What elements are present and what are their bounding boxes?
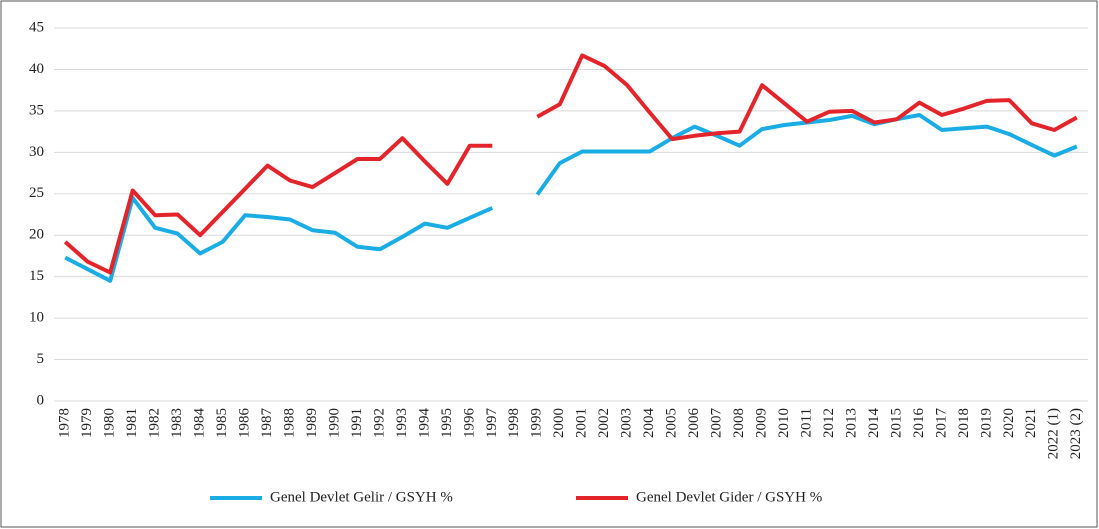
x-tick-label: 2020 bbox=[1001, 408, 1017, 438]
x-tick-label: 2004 bbox=[641, 408, 657, 439]
x-tick-label: 2019 bbox=[978, 408, 994, 438]
x-tick-label: 1982 bbox=[147, 408, 163, 438]
x-tick-label: 1994 bbox=[416, 408, 432, 439]
x-tick-label: 2010 bbox=[776, 408, 792, 438]
x-tick-label: 1998 bbox=[506, 408, 522, 438]
x-tick-label: 1988 bbox=[281, 408, 297, 438]
series-line bbox=[63, 53, 1078, 275]
x-tick-label: 1986 bbox=[237, 408, 253, 439]
y-tick-label: 45 bbox=[29, 19, 44, 35]
x-tick-label: 2017 bbox=[933, 408, 949, 439]
x-tick-label: 1981 bbox=[124, 408, 140, 438]
x-tick-label: 1980 bbox=[102, 408, 118, 438]
x-tick-label: 2007 bbox=[709, 408, 725, 439]
x-tick-label: 2013 bbox=[843, 408, 859, 438]
x-tick-label: 1989 bbox=[304, 408, 320, 438]
x-tick-label: 1992 bbox=[371, 408, 387, 438]
x-tick-label: 2018 bbox=[956, 408, 972, 438]
x-tick-label: 1996 bbox=[461, 408, 477, 439]
x-tick-label: 1984 bbox=[192, 408, 208, 439]
y-tick-label: 25 bbox=[29, 185, 44, 201]
x-tick-label: 1978 bbox=[57, 408, 73, 438]
x-tick-label: 2002 bbox=[596, 408, 612, 438]
x-tick-label: 2016 bbox=[911, 408, 927, 439]
x-tick-label: 1997 bbox=[484, 408, 500, 439]
legend-label: Genel Devlet Gider / GSYH % bbox=[636, 489, 822, 505]
x-tick-label: 1995 bbox=[439, 408, 455, 438]
x-tick-label: 2006 bbox=[686, 408, 702, 439]
x-tick-label: 1979 bbox=[79, 408, 95, 438]
x-tick-label: 2021 bbox=[1023, 408, 1039, 438]
x-tick-label: 2001 bbox=[574, 408, 590, 438]
x-tick-label: 1991 bbox=[349, 408, 365, 438]
x-tick-label: 2000 bbox=[551, 408, 567, 438]
x-tick-label: 2011 bbox=[798, 408, 814, 437]
x-tick-label: 2014 bbox=[866, 408, 882, 439]
y-tick-label: 35 bbox=[29, 102, 44, 118]
y-tick-label: 5 bbox=[37, 351, 45, 367]
x-tick-label: 1985 bbox=[214, 408, 230, 438]
x-tick-label: 1993 bbox=[394, 408, 410, 438]
x-tick-label: 1987 bbox=[259, 408, 275, 439]
y-tick-label: 10 bbox=[29, 310, 44, 326]
y-tick-label: 30 bbox=[29, 144, 44, 160]
x-tick-label: 2008 bbox=[731, 408, 747, 438]
y-tick-label: 20 bbox=[29, 227, 44, 243]
x-tick-label: 2023 (2) bbox=[1068, 408, 1084, 459]
legend-label: Genel Devlet Gelir / GSYH % bbox=[270, 489, 453, 505]
y-tick-label: 40 bbox=[29, 61, 44, 77]
x-tick-label: 2003 bbox=[619, 408, 635, 438]
x-tick-label: 1990 bbox=[326, 408, 342, 438]
y-tick-label: 15 bbox=[29, 268, 44, 284]
x-tick-label: 2015 bbox=[888, 408, 904, 438]
x-tick-label: 1999 bbox=[529, 408, 545, 438]
x-tick-label: 2005 bbox=[664, 408, 680, 438]
x-tick-label: 2009 bbox=[754, 408, 770, 438]
x-tick-label: 1983 bbox=[169, 408, 185, 438]
x-tick-label: 2022 (1) bbox=[1046, 408, 1062, 459]
x-tick-label: 2012 bbox=[821, 408, 837, 438]
y-tick-label: 0 bbox=[37, 392, 45, 408]
